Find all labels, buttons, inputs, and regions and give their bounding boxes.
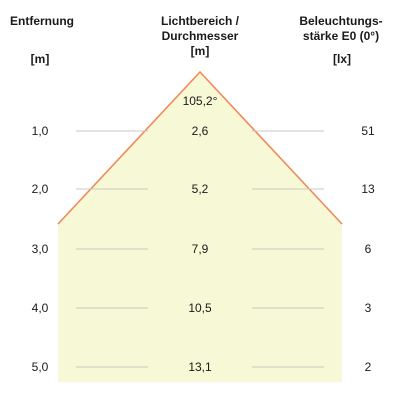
diameter-value: 13,1 — [188, 360, 212, 374]
distance-header-title: Entfernung — [10, 14, 74, 28]
diameter-value: 2,6 — [191, 124, 209, 138]
illuminance-header: Beleuchtungs- stärke E0 (0°) — [292, 14, 390, 44]
beam-header-line2: Durchmesser — [161, 29, 239, 43]
beam-header-line1: Lichtbereich / — [160, 14, 240, 28]
illuminance-unit: [lx] — [333, 52, 351, 66]
diameter-value: 5,2 — [191, 182, 209, 196]
illuminance-value: 51 — [361, 124, 375, 138]
illuminance-header-line2: stärke E0 (0°) — [302, 29, 380, 43]
light-cone-edge — [57, 70, 343, 225]
diameter-value: 10,5 — [188, 301, 212, 315]
distance-grid-lines — [76, 130, 324, 368]
beam-header: Lichtbereich / Durchmesser [m] — [138, 14, 262, 59]
distance-unit: [m] — [30, 52, 50, 66]
distance-value: 4,0 — [31, 301, 49, 315]
distance-value: 5,0 — [31, 360, 49, 374]
beam-angle-label: 105,2° — [182, 94, 218, 108]
illuminance-value: 6 — [364, 242, 372, 256]
distance-value: 1,0 — [31, 124, 49, 138]
illuminance-value: 2 — [364, 360, 372, 374]
distance-value: 3,0 — [31, 242, 49, 256]
illuminance-value: 3 — [364, 301, 372, 315]
illuminance-value: 13 — [361, 182, 375, 196]
beam-unit: [m] — [190, 44, 210, 58]
diameter-value: 7,9 — [191, 242, 209, 256]
distance-header: Entfernung — [0, 14, 84, 29]
light-cone-area — [58, 72, 342, 382]
illuminance-header-line1: Beleuchtungs- — [299, 14, 383, 28]
distance-value: 2,0 — [31, 182, 49, 196]
